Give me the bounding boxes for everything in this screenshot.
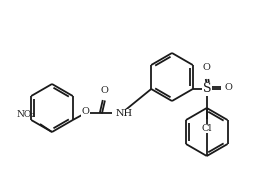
- Text: Cl: Cl: [202, 124, 212, 133]
- Text: O: O: [225, 83, 233, 93]
- Text: NH: NH: [116, 109, 133, 119]
- Text: O: O: [202, 63, 210, 72]
- Text: S: S: [203, 82, 211, 95]
- Text: NO₂: NO₂: [16, 110, 35, 119]
- Text: O: O: [101, 86, 109, 95]
- Text: O: O: [82, 108, 90, 116]
